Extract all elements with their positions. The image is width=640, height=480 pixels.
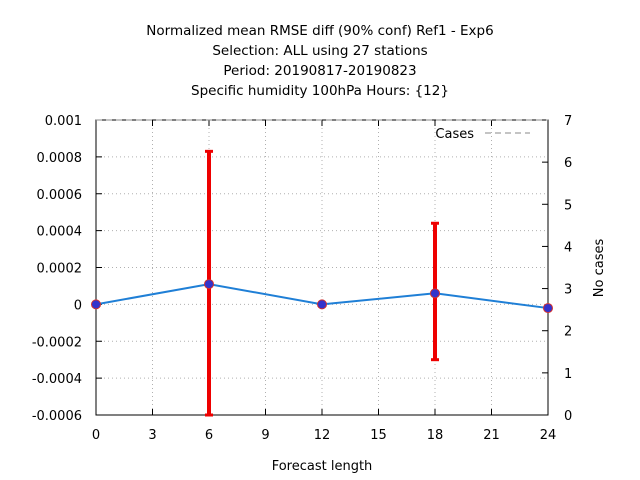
data-point xyxy=(91,299,101,310)
data-point xyxy=(317,299,327,310)
chart-title-line: Selection: ALL using 27 stations xyxy=(212,43,427,59)
y2-tick-label: 4 xyxy=(564,240,572,255)
x-tick-label: 3 xyxy=(148,428,156,443)
legend: Cases xyxy=(435,127,530,142)
y-tick-label: 0.001 xyxy=(45,114,82,129)
data-markers xyxy=(91,279,553,314)
grid xyxy=(96,120,548,415)
x-axis-label: Forecast length xyxy=(272,459,373,474)
x-tick-label: 9 xyxy=(261,428,269,443)
legend-label: Cases xyxy=(435,127,474,142)
data-point xyxy=(543,303,553,314)
y2-axis-label: No cases xyxy=(592,239,607,298)
y-tick-label: 0.0006 xyxy=(37,188,83,203)
data-point xyxy=(430,288,440,299)
y-tick-label: 0.0008 xyxy=(37,151,83,166)
y2-tick-label: 1 xyxy=(564,367,572,382)
chart-title-line: Period: 20190817-20190823 xyxy=(223,63,416,79)
chart-title: Normalized mean RMSE diff (90% conf) Ref… xyxy=(146,23,493,99)
x-tick-label: 0 xyxy=(92,428,100,443)
x-tick-label: 21 xyxy=(483,428,500,443)
x-tick-label: 24 xyxy=(540,428,557,443)
x-axis: 0 3 6 9 12 15 18 21 24 xyxy=(92,120,556,443)
y2-tick-label: 0 xyxy=(564,409,572,424)
y-axis-right: 0 1 2 3 4 5 6 7 xyxy=(542,114,572,424)
x-tick-label: 6 xyxy=(205,428,213,443)
x-tick-label: 18 xyxy=(427,428,444,443)
chart-title-line: Specific humidity 100hPa Hours: {12} xyxy=(191,83,449,99)
y-tick-label: 0.0002 xyxy=(37,262,83,277)
y2-tick-label: 6 xyxy=(564,156,572,171)
y-tick-label: 0 xyxy=(74,298,82,313)
y2-tick-label: 3 xyxy=(564,283,572,298)
x-tick-label: 12 xyxy=(314,428,331,443)
y2-tick-label: 2 xyxy=(564,325,572,340)
y-tick-label: -0.0006 xyxy=(32,409,82,424)
data-point xyxy=(204,279,214,290)
y-tick-label: 0.0004 xyxy=(37,225,83,240)
y-tick-label: -0.0004 xyxy=(32,372,82,387)
y2-tick-label: 7 xyxy=(564,114,572,129)
x-tick-label: 15 xyxy=(370,428,387,443)
chart-title-line: Normalized mean RMSE diff (90% conf) Ref… xyxy=(146,23,493,39)
y-axis-left: -0.0006 -0.0004 -0.0002 0 0.0002 0.0004 0.0006… xyxy=(32,114,102,424)
y2-tick-label: 5 xyxy=(564,198,572,213)
y-tick-label: -0.0002 xyxy=(32,335,82,350)
error-bars xyxy=(205,149,439,417)
